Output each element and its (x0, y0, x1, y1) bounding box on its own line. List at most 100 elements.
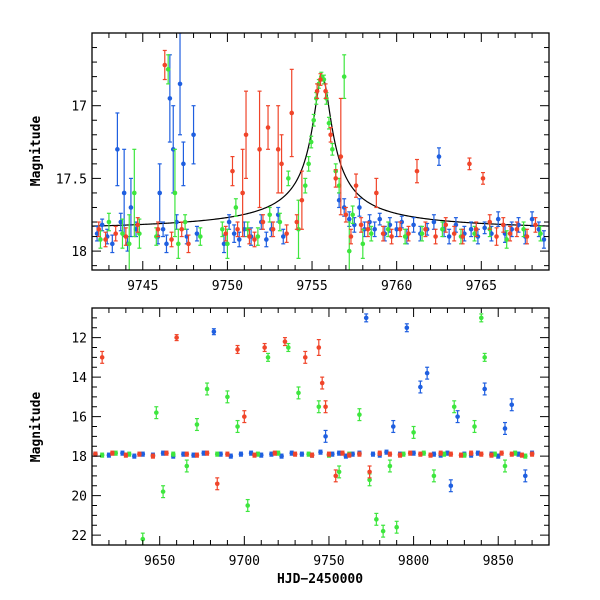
data-point-red (433, 228, 438, 245)
data-point-green (538, 225, 543, 242)
data-point-red (135, 217, 140, 233)
data-point-green (394, 520, 399, 534)
data-point-green (255, 227, 261, 246)
data-point-red (458, 452, 464, 458)
data-point-green (106, 212, 112, 232)
data-point-red (358, 217, 364, 233)
data-point-green (126, 214, 132, 270)
data-point-blue (115, 112, 120, 187)
top-y-axis-label: Magnitude (29, 116, 44, 187)
bottom-plot-frame (91, 307, 550, 546)
data-point-blue (181, 451, 186, 457)
data-point-red (257, 90, 262, 209)
data-point-green (245, 498, 251, 513)
data-point-red (333, 169, 339, 188)
data-point-green (350, 205, 355, 225)
data-point-red (374, 177, 379, 209)
data-point-red (262, 342, 267, 353)
data-point-red (242, 410, 247, 424)
data-point-green (99, 452, 105, 458)
data-point-red (240, 148, 245, 238)
data-point-green (286, 170, 291, 187)
data-point-red (519, 452, 525, 458)
data-point-green (194, 418, 200, 432)
data-point-red (423, 221, 428, 238)
data-point-green (235, 419, 240, 434)
data-point-blue (411, 450, 416, 456)
data-point-red (478, 451, 484, 457)
data-point-blue (495, 211, 501, 227)
data-point-blue (231, 224, 237, 243)
data-point-blue (502, 421, 508, 435)
data-point-red (397, 221, 403, 238)
data-point-blue (128, 177, 134, 238)
data-point-green (336, 465, 342, 479)
data-point-blue (404, 323, 410, 333)
data-point-blue (248, 450, 254, 456)
data-point-red (103, 231, 108, 248)
data-point-red (123, 452, 129, 458)
data-point-red (174, 334, 179, 342)
data-point-green (132, 148, 137, 238)
data-point-red (487, 214, 493, 230)
x-tick-label: 9765 (466, 279, 497, 294)
data-point-blue (394, 221, 399, 238)
data-point-red (155, 221, 161, 238)
data-point-red (137, 451, 142, 457)
data-point-red (406, 225, 411, 242)
data-point-blue (448, 479, 454, 493)
data-point-green (204, 382, 210, 396)
data-point-red (438, 450, 443, 456)
data-point-green (521, 221, 526, 238)
data-point-green (311, 113, 317, 127)
data-point-red (397, 452, 403, 458)
data-point-blue (357, 198, 362, 217)
data-point-red (501, 217, 506, 233)
data-point-green (502, 459, 508, 473)
data-point-red (184, 451, 190, 457)
data-point-red (110, 450, 115, 456)
data-point-red (150, 453, 156, 459)
data-point-red (302, 350, 308, 364)
data-point-green (176, 228, 181, 259)
data-point-blue (181, 141, 186, 187)
data-point-green (154, 406, 159, 420)
data-point-blue (218, 451, 223, 457)
data-point-blue (299, 451, 305, 457)
data-point-blue (424, 366, 430, 380)
top-plot-frame (91, 32, 550, 271)
data-point-red (407, 450, 413, 456)
data-point-green (302, 177, 308, 194)
y-tick-label: 12 (71, 332, 87, 347)
top-panel: 9745 9750 9755 9760 9765 17 17.5 18 Magnitude (29, 32, 550, 294)
model-curve (92, 76, 549, 227)
data-point-red (235, 221, 240, 238)
data-point-red (247, 228, 252, 245)
data-point-red (294, 214, 300, 230)
data-point-blue (370, 451, 376, 457)
data-point-green (120, 218, 125, 249)
data-point-red (252, 452, 257, 458)
data-point-red (323, 83, 328, 100)
data-point-red (524, 228, 530, 245)
data-point-blue (318, 449, 323, 455)
bottom-y-axis-label: Magnitude (29, 392, 44, 463)
data-point-red (348, 228, 354, 245)
data-point-blue (99, 218, 105, 232)
data-point-red (99, 350, 105, 364)
data-point-green (308, 135, 314, 149)
data-point-red (235, 344, 240, 355)
data-point-red (418, 451, 423, 457)
data-point-red (179, 221, 185, 238)
bottom-panel: 9650 9700 9750 9800 9850 12 14 16 18 20 22 Magnitu… (29, 307, 550, 587)
data-point-blue (455, 410, 460, 424)
series-green (99, 313, 528, 545)
data-point-blue (468, 221, 474, 238)
data-point-blue (529, 211, 535, 227)
data-point-red (333, 469, 339, 483)
data-point-blue (377, 212, 383, 226)
data-point-green (374, 512, 379, 526)
data-point-green (160, 485, 166, 499)
data-point-red (289, 68, 295, 158)
data-point-blue (431, 214, 437, 230)
